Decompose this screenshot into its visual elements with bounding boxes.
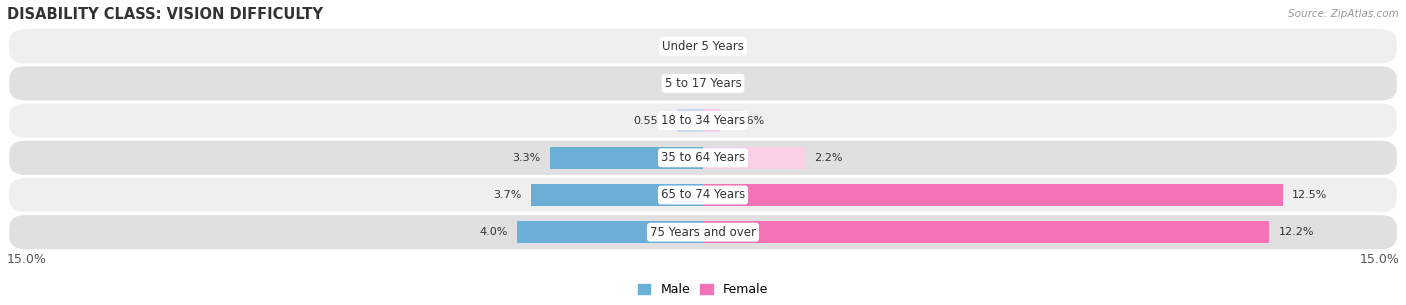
Text: 12.5%: 12.5% (1292, 190, 1327, 200)
Text: 2.2%: 2.2% (814, 153, 842, 163)
Bar (703, 147, 806, 169)
Bar (678, 109, 703, 132)
Text: Under 5 Years: Under 5 Years (662, 40, 744, 53)
Bar (517, 221, 703, 243)
Bar (531, 184, 703, 206)
Text: 18 to 34 Years: 18 to 34 Years (661, 114, 745, 127)
FancyBboxPatch shape (10, 66, 1396, 101)
Text: 0.0%: 0.0% (713, 78, 741, 88)
FancyBboxPatch shape (10, 141, 1396, 175)
Text: 35 to 64 Years: 35 to 64 Years (661, 151, 745, 164)
Text: 4.0%: 4.0% (479, 227, 508, 237)
Text: 0.0%: 0.0% (665, 41, 693, 51)
Text: Source: ZipAtlas.com: Source: ZipAtlas.com (1288, 9, 1399, 19)
Bar (703, 221, 1270, 243)
FancyBboxPatch shape (10, 215, 1396, 249)
Text: 0.0%: 0.0% (665, 78, 693, 88)
FancyBboxPatch shape (10, 29, 1396, 63)
Bar (550, 147, 703, 169)
FancyBboxPatch shape (10, 178, 1396, 212)
Text: DISABILITY CLASS: VISION DIFFICULTY: DISABILITY CLASS: VISION DIFFICULTY (7, 7, 323, 22)
FancyBboxPatch shape (10, 103, 1396, 138)
Text: 5 to 17 Years: 5 to 17 Years (665, 77, 741, 90)
Text: 65 to 74 Years: 65 to 74 Years (661, 188, 745, 202)
Text: 0.0%: 0.0% (713, 41, 741, 51)
Legend: Male, Female: Male, Female (638, 283, 768, 296)
Text: 3.7%: 3.7% (494, 190, 522, 200)
Text: 15.0%: 15.0% (1360, 253, 1399, 266)
Text: 75 Years and over: 75 Years and over (650, 226, 756, 239)
Bar (703, 109, 720, 132)
Text: 0.55%: 0.55% (633, 116, 668, 126)
Text: 12.2%: 12.2% (1278, 227, 1313, 237)
Text: 3.3%: 3.3% (512, 153, 540, 163)
Bar (703, 184, 1284, 206)
Text: 15.0%: 15.0% (7, 253, 46, 266)
Text: 0.36%: 0.36% (728, 116, 765, 126)
